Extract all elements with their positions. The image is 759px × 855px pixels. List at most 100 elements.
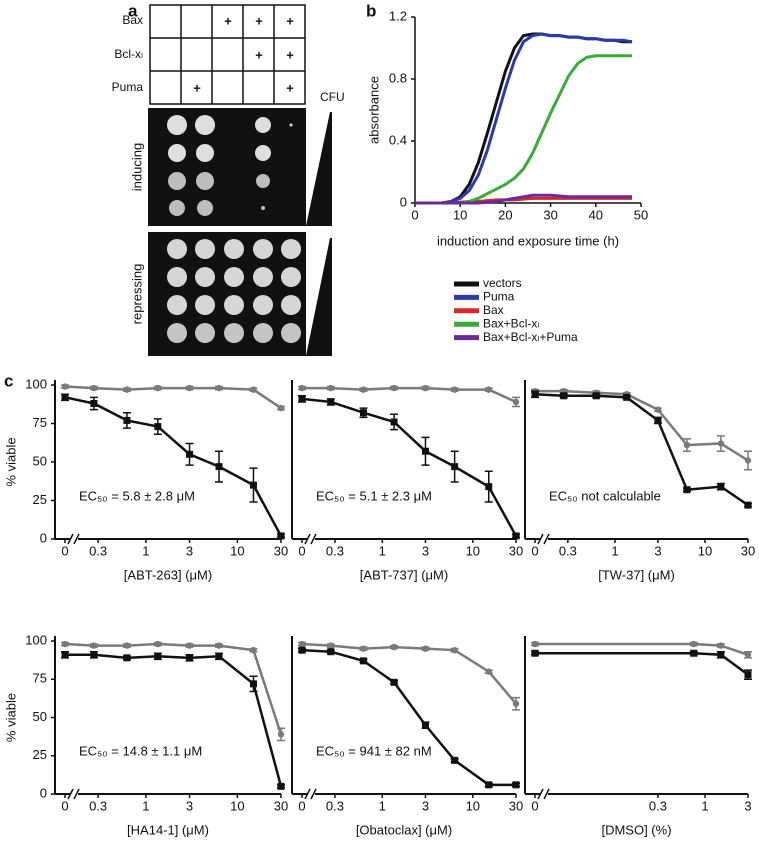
colony-spot (224, 323, 244, 343)
axis-break (304, 788, 311, 800)
data-point (592, 392, 600, 400)
data-point (654, 416, 662, 424)
x-tick-label: 10 (698, 543, 712, 558)
colony-spot (195, 239, 215, 259)
x-axis-label: [TW-37] (μM) (598, 567, 675, 582)
series-line (64, 385, 282, 410)
axis-break-gap (71, 791, 78, 797)
series-line (301, 642, 517, 705)
x-tick-label: 3 (186, 798, 193, 813)
data-point (451, 646, 458, 654)
x-tick-label: 50 (634, 207, 648, 222)
cell-mark: + (255, 47, 263, 62)
series-line (415, 193, 632, 205)
axis-break-gap (71, 536, 78, 542)
data-point (451, 386, 458, 393)
data-point (390, 384, 398, 392)
x-tick-label: 1 (142, 543, 149, 558)
colony-spot (255, 145, 271, 161)
y-tick-label: 100 (25, 376, 47, 391)
x-tick-label: 0 (61, 543, 68, 558)
x-tick-label: 1 (379, 798, 386, 813)
colony-spot (289, 123, 293, 127)
colony-spot (167, 295, 187, 315)
data-point (359, 409, 367, 417)
axis-break-gap (308, 536, 315, 542)
data-point (277, 532, 285, 540)
data-point (512, 781, 520, 789)
data-point (123, 416, 131, 424)
annotation: EC₅₀ = 941 ± 82 nM (316, 743, 432, 758)
data-point (61, 383, 69, 390)
data-point (717, 651, 725, 659)
data-point (390, 643, 398, 651)
x-tick-label: 10 (230, 798, 244, 813)
data-point (560, 392, 568, 400)
chart: 0 0.3 1 3 10 30 [Obatoclax] (μM) EC₅₀ = 941 ± 8… (291, 636, 523, 837)
y-axis-label: % viable (3, 437, 18, 486)
data-point (512, 532, 520, 540)
x-tick-label: 0 (411, 207, 418, 222)
data-point (154, 640, 162, 648)
axis-break (537, 533, 544, 545)
data-point (186, 642, 193, 649)
colony-spot (168, 172, 186, 190)
data-point (360, 386, 367, 393)
colony-spot (253, 323, 273, 343)
data-point (90, 384, 98, 392)
x-tick-label: 30 (274, 798, 288, 813)
y-axis-label: % viable (3, 693, 18, 742)
data-point (277, 782, 285, 790)
data-point (215, 463, 223, 471)
colony-spot (167, 239, 187, 259)
data-point (298, 395, 306, 403)
data-point (359, 657, 367, 665)
data-point (250, 646, 257, 654)
axis-break-gap (541, 536, 548, 542)
colony-spot (167, 115, 187, 135)
data-point (717, 440, 725, 447)
cfu-label: CFU (320, 90, 345, 104)
cell-mark: + (286, 80, 294, 95)
data-point (298, 640, 306, 648)
chart: 0 0.3 1 3 10 30 [ABT-737] (μM) EC₅₀ = 5.1 ± 2.3… (291, 380, 523, 582)
data-point (90, 651, 98, 659)
x-axis-label: [ABT-263] (μM) (124, 567, 212, 582)
data-point (422, 384, 429, 392)
row-label: Puma (112, 80, 144, 94)
data-point (90, 642, 98, 649)
dilution-wedge (306, 112, 332, 226)
data-point (61, 393, 69, 401)
colony-spot (169, 200, 185, 216)
x-tick-label: 1 (611, 543, 618, 558)
x-tick-label: 0.3 (89, 798, 107, 813)
x-tick-label: 0.3 (326, 798, 344, 813)
data-point (744, 671, 752, 679)
data-point (451, 756, 459, 764)
x-tick-label: 0 (298, 798, 305, 813)
data-point (277, 404, 285, 412)
y-tick-label: 100 (25, 632, 47, 647)
data-point (249, 481, 257, 489)
axis-break (304, 533, 311, 545)
chart: 0 25 50 75 100 0 0.3 1 3 10 30 [ABT-263] (μM) % viab… (3, 376, 288, 582)
data-point (215, 642, 223, 649)
x-tick-label: 3 (186, 543, 193, 558)
annotation: EC₅₀ not calculable (549, 488, 661, 503)
x-tick-label: 10 (466, 543, 480, 558)
series-line (535, 642, 749, 656)
axis-break (67, 788, 74, 800)
row-label: Bcl-xₗ (114, 47, 143, 61)
x-tick-label: 10 (466, 798, 480, 813)
x-tick-label: 0 (531, 798, 538, 813)
y-tick-label: 0 (40, 785, 47, 800)
x-tick-label: 40 (589, 207, 603, 222)
colony-spot (253, 267, 273, 287)
x-tick-label: 0.3 (649, 798, 667, 813)
data-point (531, 649, 539, 657)
legend-label: Bax+Bcl-xₗ (483, 316, 539, 330)
data-point (390, 418, 398, 426)
x-tick-label: 0 (61, 798, 68, 813)
legend-label: Bax (483, 303, 504, 317)
